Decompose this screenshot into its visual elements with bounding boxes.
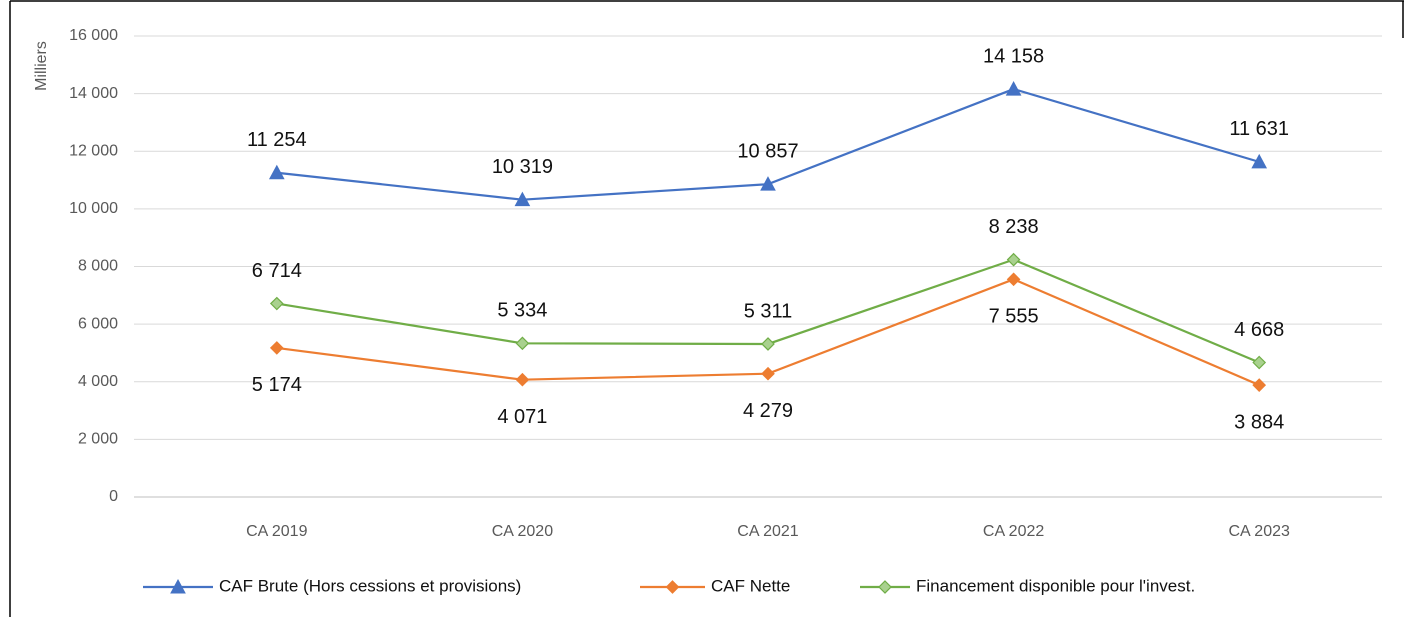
legend-label: Financement disponible pour l'invest. — [916, 576, 1195, 595]
y-tick-label: 2 000 — [78, 431, 118, 448]
y-tick-label: 14 000 — [69, 85, 118, 102]
legend-marker — [170, 578, 186, 594]
data-label: 4 071 — [497, 406, 547, 428]
data-label: 5 334 — [497, 300, 547, 322]
marker — [1006, 252, 1021, 267]
y-tick-label: 4 000 — [78, 373, 118, 390]
data-label: 4 279 — [743, 400, 793, 422]
data-label: 4 668 — [1234, 319, 1284, 341]
data-label: 8 238 — [989, 216, 1039, 238]
marker — [1251, 153, 1268, 169]
x-tick-label: CA 2020 — [492, 523, 553, 540]
data-label: 3 884 — [1234, 411, 1284, 433]
data-label: 11 254 — [247, 129, 307, 151]
data-label: 11 631 — [1229, 118, 1289, 140]
x-tick-label: CA 2022 — [983, 523, 1044, 540]
data-label: 6 714 — [252, 260, 302, 282]
legend-label: CAF Nette — [711, 576, 790, 595]
y-tick-label: 6 000 — [78, 315, 118, 332]
marker — [515, 372, 530, 387]
marker — [269, 341, 284, 355]
legend-label: CAF Brute (Hors cessions et provisions) — [219, 576, 521, 595]
marker — [761, 366, 775, 381]
y-tick-label: 0 — [109, 488, 118, 505]
data-label: 5 311 — [744, 300, 793, 322]
marker — [268, 164, 285, 180]
marker — [514, 191, 531, 207]
x-tick-label: CA 2019 — [246, 523, 307, 540]
marker — [1006, 272, 1021, 287]
y-tick-label: 16 000 — [69, 27, 118, 44]
marker — [1252, 378, 1267, 392]
y-axis-label: Milliers — [33, 41, 50, 91]
x-tick-label: CA 2023 — [1229, 523, 1290, 540]
y-tick-label: 10 000 — [69, 200, 118, 217]
legend-marker — [878, 580, 892, 594]
marker — [515, 336, 530, 351]
marker — [760, 176, 776, 191]
marker — [1252, 355, 1267, 370]
marker — [269, 296, 284, 311]
data-label: 10 857 — [737, 140, 798, 162]
legend-marker — [665, 580, 680, 594]
data-label: 10 319 — [492, 156, 553, 178]
x-tick-label: CA 2021 — [737, 523, 798, 540]
y-tick-label: 12 000 — [69, 142, 118, 159]
data-label: 14 158 — [983, 45, 1044, 67]
marker — [761, 337, 775, 351]
data-label: 5 174 — [252, 374, 302, 396]
y-tick-label: 8 000 — [78, 258, 118, 275]
marker — [1005, 81, 1022, 96]
data-label: 7 555 — [989, 306, 1039, 328]
